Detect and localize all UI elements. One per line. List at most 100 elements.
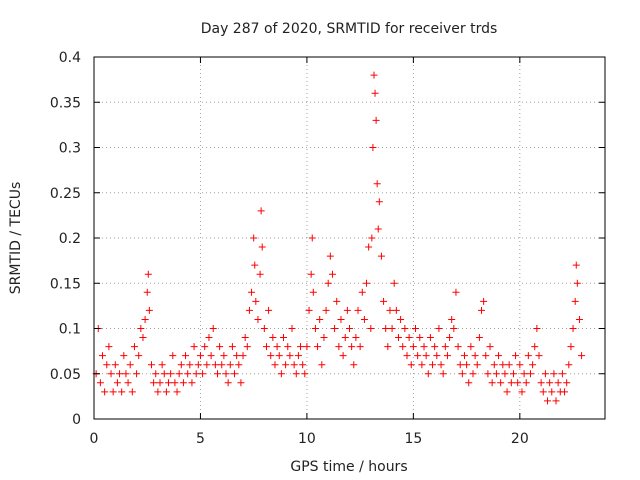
- data-point-plus: [573, 279, 581, 287]
- data-point-plus: [279, 334, 287, 342]
- data-point-plus: [267, 352, 275, 360]
- data-point-plus: [190, 343, 198, 351]
- data-point-plus: [401, 325, 409, 332]
- y-tick-label: 0.25: [50, 186, 81, 202]
- data-point-plus: [290, 361, 298, 369]
- data-point-plus: [546, 379, 554, 387]
- data-point-plus: [152, 370, 160, 378]
- chart-title: Day 287 of 2020, SRMTID for receiver trd…: [201, 21, 498, 37]
- data-point-plus: [282, 361, 290, 369]
- data-point-plus: [335, 343, 343, 351]
- data-point-plus: [374, 225, 382, 233]
- data-point-plus: [257, 207, 265, 215]
- data-point-plus: [388, 325, 396, 332]
- data-point-plus: [226, 361, 234, 369]
- data-point-plus: [356, 343, 364, 351]
- data-point-plus: [308, 234, 316, 242]
- data-point-plus: [169, 352, 177, 360]
- data-point-plus: [160, 370, 168, 378]
- data-point-plus: [220, 352, 228, 360]
- data-point-plus: [196, 352, 204, 360]
- data-point-plus: [452, 288, 460, 296]
- data-point-plus: [382, 325, 390, 332]
- data-point-plus: [548, 388, 556, 396]
- data-point-plus: [107, 370, 115, 378]
- data-point-plus: [499, 361, 507, 369]
- grid-layer: [94, 57, 605, 419]
- data-point-plus: [429, 361, 437, 369]
- data-point-plus: [490, 361, 498, 369]
- data-point-plus: [260, 325, 268, 332]
- data-point-plus: [241, 334, 249, 342]
- data-point-plus: [307, 270, 315, 278]
- data-point-plus: [209, 325, 217, 332]
- data-point-plus: [167, 370, 175, 378]
- data-point-plus: [305, 306, 313, 314]
- data-point-plus: [533, 325, 541, 332]
- data-point-plus: [561, 388, 569, 396]
- data-point-plus: [368, 234, 376, 242]
- data-point-plus: [171, 379, 179, 387]
- data-point-plus: [222, 370, 230, 378]
- data-point-plus: [96, 379, 104, 387]
- data-point-plus: [431, 343, 439, 351]
- data-point-plus: [316, 315, 324, 323]
- x-tick-label: 10: [298, 431, 316, 447]
- data-point-plus: [213, 370, 221, 378]
- data-point-plus: [203, 361, 211, 369]
- x-tick-label: 20: [511, 431, 529, 447]
- y-tick-label: 0.05: [50, 367, 81, 383]
- data-point-plus: [384, 343, 392, 351]
- data-point-plus: [101, 388, 109, 396]
- data-point-plus: [320, 334, 328, 342]
- data-point-plus: [503, 388, 511, 396]
- data-point-plus: [537, 379, 545, 387]
- data-point-plus: [471, 352, 479, 360]
- data-point-plus: [122, 370, 130, 378]
- data-point-plus: [311, 325, 319, 332]
- data-point-plus: [156, 379, 164, 387]
- data-point-plus: [465, 379, 473, 387]
- data-point-plus: [116, 370, 124, 378]
- data-point-plus: [480, 297, 488, 305]
- data-point-plus: [145, 306, 153, 314]
- data-point-plus: [245, 306, 253, 314]
- data-point-plus: [273, 343, 281, 351]
- data-point-plus: [473, 361, 481, 369]
- data-point-plus: [128, 388, 136, 396]
- data-point-plus: [348, 343, 356, 351]
- data-point-plus: [141, 315, 149, 323]
- data-point-plus: [437, 361, 445, 369]
- data-point-plus: [337, 315, 345, 323]
- data-point-plus: [233, 352, 241, 360]
- data-point-plus: [331, 325, 339, 332]
- data-point-plus: [199, 370, 207, 378]
- y-tick-label: 0.35: [50, 95, 81, 111]
- data-point-plus: [486, 343, 494, 351]
- data-point-plus: [314, 343, 322, 351]
- data-point-plus: [478, 306, 486, 314]
- x-axis-label: GPS time / hours: [290, 459, 407, 475]
- data-point-plus: [297, 343, 305, 351]
- data-point-plus: [414, 352, 422, 360]
- x-tick-label: 15: [404, 431, 422, 447]
- data-point-plus: [292, 370, 300, 378]
- data-point-plus: [552, 397, 560, 405]
- data-point-plus: [571, 297, 579, 305]
- data-point-plus: [456, 361, 464, 369]
- data-point-plus: [211, 361, 219, 369]
- data-point-plus: [505, 361, 513, 369]
- data-point-plus: [256, 270, 264, 278]
- data-point-plus: [118, 388, 126, 396]
- data-point-plus: [341, 334, 349, 342]
- data-point-plus: [569, 325, 577, 332]
- data-point-plus: [409, 343, 417, 351]
- data-point-plus: [484, 370, 492, 378]
- data-point-plus: [520, 370, 528, 378]
- data-point-plus: [367, 325, 375, 332]
- data-point-plus: [407, 361, 415, 369]
- data-point-plus: [177, 361, 185, 369]
- data-point-plus: [373, 180, 381, 188]
- data-point-plus: [275, 352, 283, 360]
- data-point-plus: [271, 361, 279, 369]
